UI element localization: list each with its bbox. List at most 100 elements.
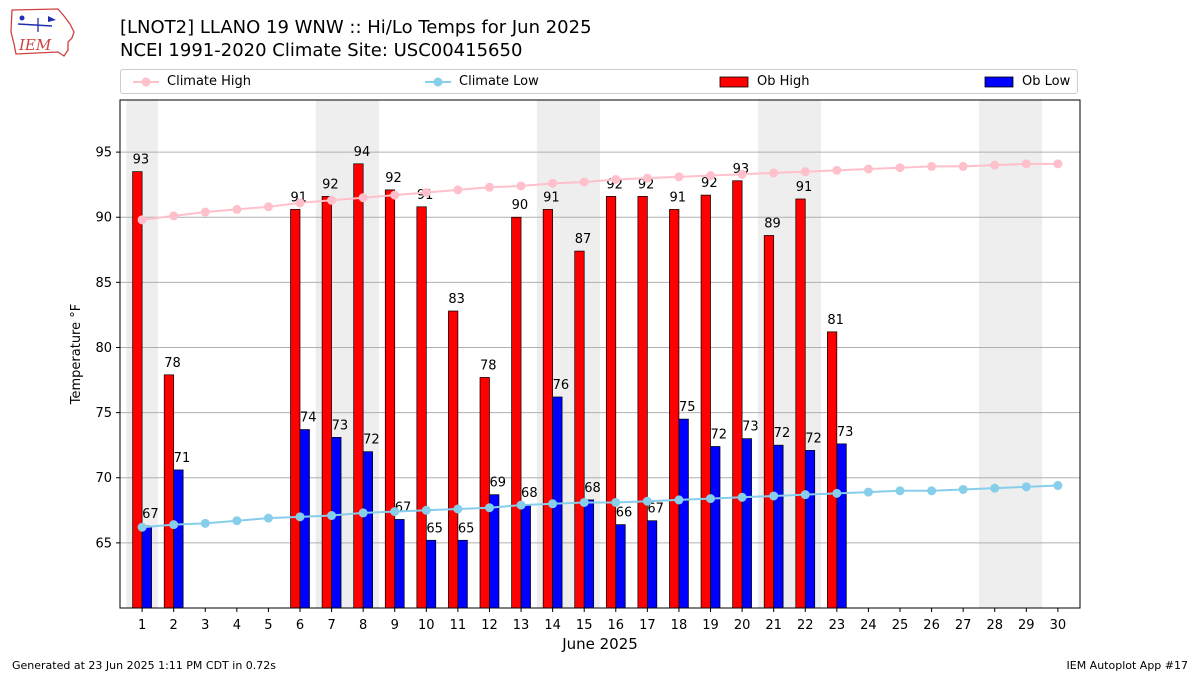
- x-tick-label: 14: [544, 618, 561, 633]
- climate-high-point: [579, 177, 589, 187]
- ob-low-bar: [394, 519, 405, 609]
- legend-label: Ob High: [757, 74, 810, 89]
- chart-title: [LNOT2] LLANO 19 WNW :: Hi/Lo Temps for …: [120, 17, 592, 38]
- ob-low-label: 74: [300, 411, 317, 426]
- x-tick-label: 4: [233, 618, 241, 633]
- x-tick-label: 18: [671, 618, 688, 633]
- climate-high-point: [958, 161, 968, 171]
- x-tick-label: 27: [955, 618, 972, 633]
- climate-high-point: [927, 161, 937, 171]
- x-tick-label: 3: [201, 618, 209, 633]
- ob-high-label: 91: [669, 190, 686, 205]
- y-tick-label: 85: [95, 276, 112, 291]
- climate-low-point: [769, 491, 779, 501]
- ob-high-label: 87: [575, 232, 592, 247]
- ob-low-label: 73: [332, 418, 349, 433]
- ob-high-label: 91: [796, 180, 813, 195]
- ob-low-bar: [362, 451, 373, 609]
- legend-line-icon: [425, 77, 451, 86]
- climate-low-point: [548, 499, 558, 509]
- ob-low-bar: [710, 446, 721, 609]
- ob-low-label: 75: [679, 400, 696, 415]
- weekend-shade: [978, 100, 1011, 608]
- ob-high-bar: [416, 206, 427, 609]
- climate-high-point: [232, 204, 242, 214]
- ob-low-label: 72: [805, 431, 822, 446]
- ob-high-bar: [827, 331, 838, 609]
- ob-low-label: 71: [174, 451, 191, 466]
- climate-low-point: [327, 511, 337, 521]
- ob-low-label: 65: [426, 521, 443, 536]
- climate-low-point: [706, 494, 716, 504]
- climate-high-point: [548, 178, 558, 188]
- ob-low-label: 69: [489, 476, 506, 491]
- legend-label: Climate Low: [459, 74, 539, 89]
- x-tick-label: 12: [481, 618, 498, 633]
- iem-logo: IEM: [10, 8, 75, 57]
- ob-high-label: 92: [385, 171, 402, 186]
- y-tick-label: 70: [95, 471, 112, 486]
- legend-item-climate-high: Climate High: [133, 70, 251, 93]
- y-tick-label: 65: [95, 536, 112, 551]
- weekend-shade: [1010, 100, 1043, 608]
- legend-item-ob-high: Ob High: [719, 70, 810, 93]
- climate-low-point: [295, 512, 305, 522]
- y-tick-label: 80: [95, 341, 112, 356]
- ob-high-bar: [732, 180, 743, 609]
- climate-low-point: [642, 496, 652, 506]
- x-tick-label: 1: [138, 618, 146, 633]
- climate-low-point: [421, 505, 431, 515]
- ob-low-bar: [741, 438, 752, 609]
- x-tick-label: 17: [639, 618, 656, 633]
- x-tick-label: 30: [1050, 618, 1067, 633]
- ob-high-label: 92: [701, 176, 718, 191]
- climate-high-point: [1021, 159, 1031, 169]
- x-tick-label: 6: [296, 618, 304, 633]
- ob-high-bar: [163, 374, 175, 609]
- ob-low-bar: [678, 418, 689, 609]
- ob-high-bar: [700, 194, 711, 609]
- x-tick-label: 5: [264, 618, 272, 633]
- climate-high-point: [200, 207, 210, 217]
- climate-high-point: [737, 169, 747, 179]
- x-tick-label: 11: [450, 618, 467, 633]
- legend-bar-icon: [719, 76, 749, 87]
- ob-low-bar: [647, 520, 658, 609]
- climate-high-point: [611, 174, 621, 184]
- ob-high-bar: [542, 209, 553, 609]
- x-tick-label: 15: [576, 618, 593, 633]
- ob-low-label: 72: [711, 427, 728, 442]
- ob-high-bar: [448, 310, 459, 609]
- ob-low-bar: [173, 469, 184, 609]
- legend-item-climate-low: Climate Low: [425, 70, 539, 93]
- x-tick-label: 26: [923, 618, 940, 633]
- climate-high-line: [141, 162, 1058, 221]
- ob-high-label: 89: [764, 216, 781, 231]
- climate-low-point: [737, 492, 747, 502]
- climate-low-point: [611, 497, 621, 507]
- ob-high-label: 90: [512, 198, 529, 213]
- climate-high-point: [327, 195, 337, 205]
- climate-high-point: [990, 160, 1000, 170]
- ob-high-label: 92: [322, 177, 339, 192]
- climate-low-point: [927, 486, 937, 496]
- climate-high-point: [674, 172, 684, 182]
- climate-low-point: [1021, 482, 1031, 492]
- climate-low-point: [137, 522, 147, 532]
- ob-high-bar: [479, 377, 490, 609]
- footer-app: IEM Autoplot App #17: [1066, 659, 1189, 672]
- ob-low-bar: [836, 443, 847, 609]
- ob-low-bar: [141, 525, 152, 609]
- x-tick-label: 13: [513, 618, 530, 633]
- logo-text: IEM: [18, 36, 52, 54]
- ob-high-bar: [605, 196, 617, 609]
- ob-high-label: 93: [133, 153, 150, 168]
- ob-low-bar: [804, 450, 816, 609]
- ob-high-bar: [763, 235, 775, 609]
- climate-high-point: [169, 211, 179, 221]
- climate-low-point: [579, 497, 589, 507]
- chart-subtitle: NCEI 1991-2020 Climate Site: USC00415650: [120, 40, 523, 61]
- ob-high-label: 91: [543, 190, 560, 205]
- ob-low-bar: [583, 499, 595, 609]
- climate-low-point: [1053, 481, 1063, 491]
